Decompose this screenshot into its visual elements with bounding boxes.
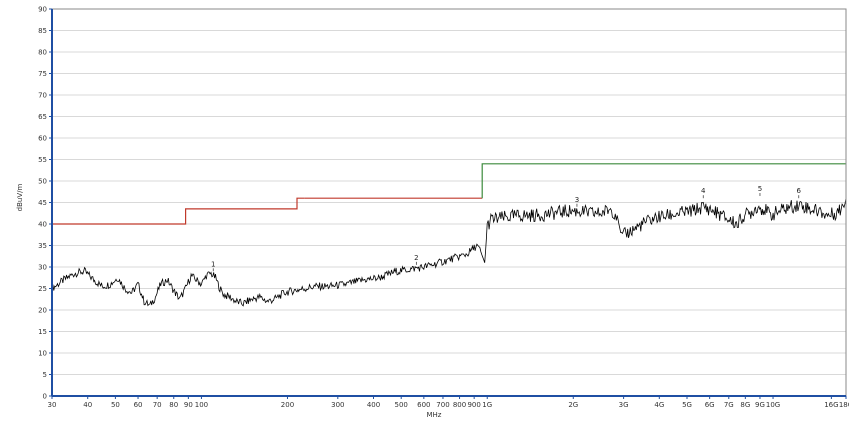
x-tick-label: 800 xyxy=(453,401,466,409)
y-tick-label: 80 xyxy=(38,49,47,57)
x-tick-label: 40 xyxy=(83,401,92,409)
x-tick-label: 10G xyxy=(766,401,780,409)
x-axis-title: MHz xyxy=(427,411,442,419)
x-axis-ticks: 30 40 50 60 70 80 90 100 200 300 400 500 600 700 800 90… xyxy=(48,396,849,409)
x-tick-label: 6G xyxy=(705,401,715,409)
x-tick-label: 9G xyxy=(755,401,765,409)
measurement-trace xyxy=(51,198,847,307)
x-tick-label: 100 xyxy=(195,401,208,409)
limit-lines xyxy=(52,163,846,225)
limit-line xyxy=(481,163,846,199)
y-tick-label: 85 xyxy=(38,27,47,35)
x-tick-label: 700 xyxy=(436,401,449,409)
limit-line xyxy=(52,197,305,225)
marker-label: 4 xyxy=(701,187,706,195)
y-tick-label: 55 xyxy=(38,156,47,164)
marker-label: 6 xyxy=(797,187,802,195)
y-tick-label: 90 xyxy=(38,6,47,14)
y-tick-label: 20 xyxy=(38,307,47,315)
measurement-series xyxy=(51,198,847,307)
y-axis-title: dBuV/m xyxy=(16,183,24,211)
x-tick-label: 900 xyxy=(467,401,480,409)
x-tick-label: 2G xyxy=(568,401,578,409)
y-tick-label: 15 xyxy=(38,328,47,336)
marker-label: 2 xyxy=(414,254,418,262)
marker-label: 3 xyxy=(575,196,579,204)
grid-lines xyxy=(52,8,846,397)
marker-label: 1 xyxy=(211,260,215,268)
y-axis-ticks: 0 5 10 15 20 25 30 35 40 45 50 55 60 65 70 75 80 85 90 xyxy=(38,6,52,401)
x-tick-label: 16G xyxy=(824,401,838,409)
y-tick-label: 70 xyxy=(38,92,47,100)
y-tick-label: 65 xyxy=(38,113,47,121)
peak-markers: 1 2 3 4 5 6 xyxy=(211,185,802,272)
y-tick-label: 45 xyxy=(38,199,47,207)
y-tick-label: 75 xyxy=(38,70,47,78)
x-tick-label: 600 xyxy=(417,401,430,409)
y-tick-label: 40 xyxy=(38,221,47,229)
x-tick-label: 3G xyxy=(619,401,629,409)
x-tick-label: 18G xyxy=(839,401,849,409)
x-tick-label: 500 xyxy=(395,401,408,409)
x-tick-label: 4G xyxy=(654,401,664,409)
y-tick-label: 10 xyxy=(38,350,47,358)
y-tick-label: 35 xyxy=(38,242,47,250)
y-tick-label: 60 xyxy=(38,135,47,143)
x-tick-label: 1G xyxy=(482,401,492,409)
x-tick-label: 80 xyxy=(169,401,178,409)
x-tick-label: 7G xyxy=(724,401,734,409)
x-tick-label: 90 xyxy=(184,401,193,409)
marker-label: 5 xyxy=(758,185,762,193)
x-tick-label: 300 xyxy=(331,401,344,409)
y-tick-label: 0 xyxy=(43,393,47,401)
x-tick-label: 60 xyxy=(134,401,143,409)
x-tick-label: 70 xyxy=(153,401,162,409)
x-tick-label: 8G xyxy=(740,401,750,409)
x-tick-label: 5G xyxy=(682,401,692,409)
x-tick-label: 50 xyxy=(111,401,120,409)
x-tick-label: 400 xyxy=(367,401,380,409)
y-tick-label: 25 xyxy=(38,285,47,293)
y-tick-label: 5 xyxy=(43,371,47,379)
x-tick-label: 30 xyxy=(48,401,57,409)
y-tick-label: 50 xyxy=(38,178,47,186)
x-tick-label: 200 xyxy=(281,401,294,409)
y-tick-label: 30 xyxy=(38,264,47,272)
